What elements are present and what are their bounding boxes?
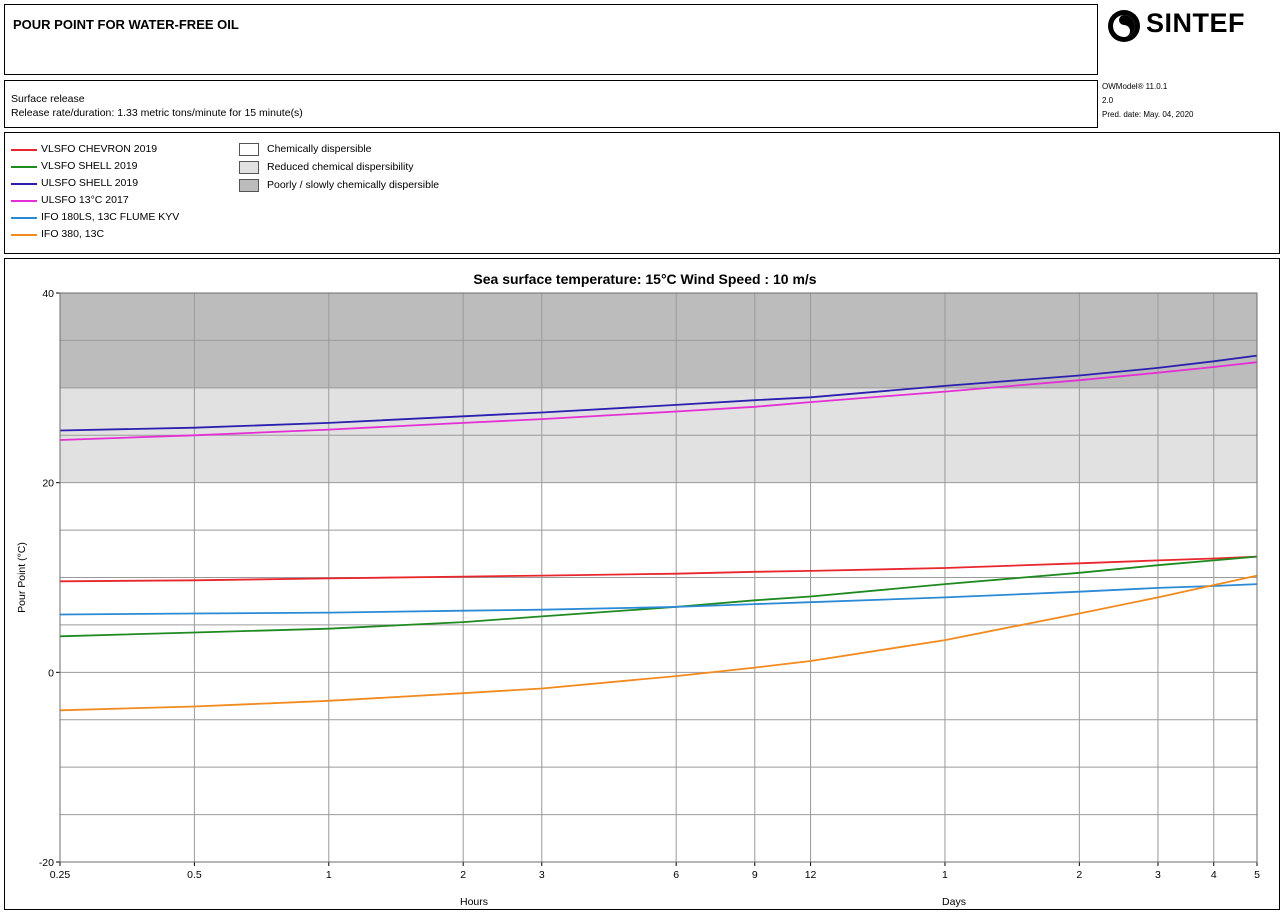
legend-zone-swatch [239, 161, 259, 174]
chart-panel: -20 0 20 40 0.25 0.5 1 2 3 6 9 12 1 2 3 4 5 Hours Days Pour… [4, 258, 1280, 910]
x-tick-label: 9 [752, 869, 758, 881]
legend-oil-label: VLSFO SHELL 2019 [41, 160, 138, 172]
x-tick-label: 12 [805, 869, 817, 881]
legend-panel: VLSFO CHEVRON 2019 VLSFO SHELL 2019 ULSFO … [4, 132, 1280, 254]
x-tick-label: 2 [460, 869, 466, 881]
legend-oil-label: VLSFO CHEVRON 2019 [41, 143, 157, 155]
x-tick-label: 4 [1211, 869, 1217, 881]
model-sub: 2.0 [1102, 94, 1193, 108]
model-version: OWModel® 11.0.1 [1102, 80, 1193, 94]
release-type: Surface release [11, 93, 85, 105]
release-rate: Release rate/duration: 1.33 metric tons/… [11, 107, 303, 119]
prediction-date: Pred. date: May. 04, 2020 [1102, 108, 1193, 122]
y-tick-label: 20 [42, 478, 54, 490]
legend-line-swatch [11, 234, 37, 236]
legend-line-swatch [11, 149, 37, 151]
legend-zone-swatch [239, 143, 259, 156]
model-info: OWModel® 11.0.1 2.0 Pred. date: May. 04,… [1102, 80, 1193, 122]
sintef-logo-icon [1106, 8, 1142, 44]
legend-line-swatch [11, 200, 37, 202]
legend-zone-swatch [239, 179, 259, 192]
brand-name: SINTEF [1146, 8, 1245, 39]
x-tick-label: 5 [1254, 869, 1260, 881]
y-tick-label: 0 [48, 667, 54, 679]
legend-zone-label: Chemically dispersible [267, 143, 371, 155]
x-axis-label-hours: Hours [460, 896, 488, 908]
legend-zone-label: Reduced chemical dispersibility [267, 161, 413, 173]
release-info-panel: Surface release Release rate/duration: 1… [4, 80, 1098, 128]
y-tick-label: -20 [39, 857, 54, 869]
chart-title: Sea surface temperature: 15°C Wind Speed… [473, 271, 816, 287]
sintef-logo: SINTEF [1104, 6, 1280, 46]
legend-line-swatch [11, 166, 37, 168]
x-tick-label: 2 [1076, 869, 1082, 881]
x-axis-label-days: Days [942, 896, 966, 908]
x-tick-label: 1 [942, 869, 948, 881]
x-tick-label: 0.25 [50, 869, 71, 881]
legend-oil-label: ULSFO 13°C 2017 [41, 194, 129, 206]
legend-zone-label: Poorly / slowly chemically dispersible [267, 179, 439, 191]
legend-oil-label: ULSFO SHELL 2019 [41, 177, 138, 189]
y-axis-label: Pour Point (°C) [16, 542, 28, 613]
x-tick-label: 0.5 [187, 869, 202, 881]
legend-line-swatch [11, 183, 37, 185]
legend-oil-label: IFO 380, 13C [41, 228, 104, 240]
x-tick-label: 1 [326, 869, 332, 881]
x-tick-label: 6 [673, 869, 679, 881]
y-tick-label: 40 [42, 288, 54, 300]
x-tick-label: 3 [539, 869, 545, 881]
legend-oil-label: IFO 180LS, 13C FLUME KYV [41, 211, 179, 223]
x-tick-label: 3 [1155, 869, 1161, 881]
title-panel: POUR POINT FOR WATER-FREE OIL [4, 4, 1098, 75]
report-title: POUR POINT FOR WATER-FREE OIL [13, 17, 239, 32]
legend-line-swatch [11, 217, 37, 219]
